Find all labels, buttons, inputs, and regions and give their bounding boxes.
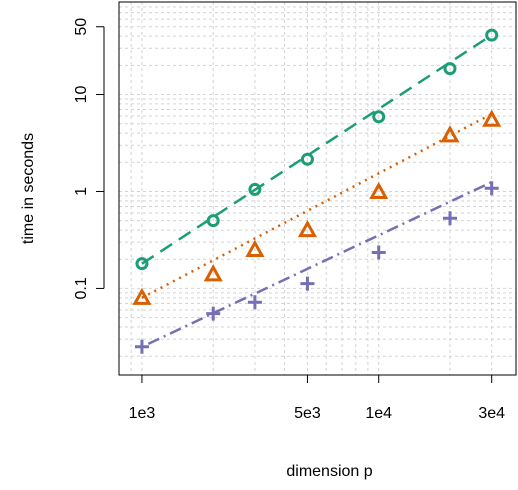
data-point-series-1-circle (372, 110, 386, 124)
fit-line-series-3 (141, 180, 493, 348)
y-tick-label: 10 (73, 86, 90, 104)
data-point-series-3-plus (484, 181, 499, 196)
data-point-series-2-triangle (297, 219, 317, 238)
data-point-series-3-plus (134, 339, 149, 354)
data-point-series-3-plus (371, 245, 386, 260)
data-point-series-1-circle (300, 152, 314, 166)
x-tick-label: 5e3 (294, 405, 321, 422)
axes: 1e3 5e3 1e4 3e4 0.1 1 10 50 (73, 18, 505, 422)
data-point-series-2-triangle (369, 181, 389, 200)
data-point-series-3-plus (300, 276, 315, 291)
data-point-series-2-triangle (203, 264, 223, 282)
fit-line-series-1 (141, 34, 493, 265)
data-point-series-3-plus (247, 295, 262, 310)
y-axis-title: time in seconds (20, 133, 37, 244)
data-point-series-2-triangle (440, 125, 460, 143)
x-tick-label: 1e4 (365, 405, 392, 422)
fit-lines (141, 34, 493, 348)
data-point-series-2-triangle (245, 239, 265, 257)
data-point-series-1-circle (206, 214, 220, 228)
x-tick-label: 3e4 (478, 405, 505, 422)
data-point-series-1-circle (443, 62, 457, 76)
y-tick-label: 1 (73, 187, 90, 196)
data-point-series-3-plus (206, 306, 221, 321)
data-point-series-1-circle (485, 28, 499, 42)
data-point-series-2-triangle (132, 287, 152, 305)
data-point-series-2-triangle (482, 109, 502, 127)
fit-line-series-2 (141, 112, 493, 299)
data-markers (132, 28, 502, 354)
x-axis-title: dimension p (286, 463, 372, 480)
y-tick-label: 50 (73, 18, 90, 36)
y-tick-label: 0.1 (73, 277, 90, 299)
data-point-series-1-circle (135, 257, 149, 271)
x-tick-label: 1e3 (129, 405, 156, 422)
data-point-series-3-plus (442, 211, 457, 226)
plot-frame (118, 1, 517, 376)
data-point-series-1-circle (248, 182, 262, 196)
